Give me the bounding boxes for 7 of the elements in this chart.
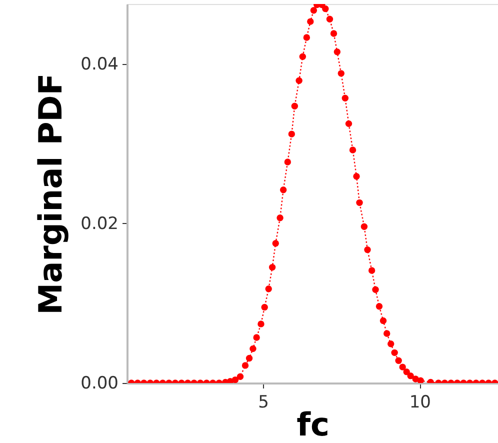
y-axis-title: Marginal PDF bbox=[32, 73, 70, 315]
x-axis-title: fc bbox=[296, 406, 330, 443]
y-tick-label: 0.02 bbox=[80, 214, 118, 234]
x-tick-label: 5 bbox=[258, 392, 269, 412]
y-tick-label: 0.00 bbox=[80, 374, 118, 394]
y-tick-label: 0.04 bbox=[80, 54, 118, 74]
x-tick-label: 10 bbox=[409, 392, 431, 412]
